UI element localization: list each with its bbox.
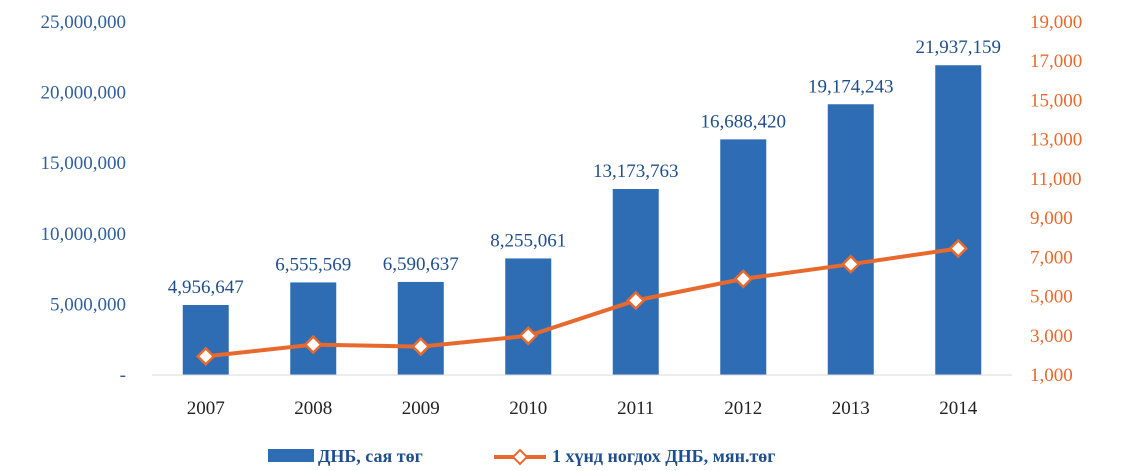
right-tick-label: 5,000 — [1030, 287, 1073, 308]
line-path — [205, 246, 959, 359]
line-point-2008 — [303, 334, 324, 355]
right-tick-label: 13,000 — [1030, 130, 1082, 151]
right-tick-label: 17,000 — [1030, 51, 1082, 72]
bar-2011 — [612, 188, 659, 375]
right-tick-label: 3,000 — [1030, 326, 1073, 347]
left-tick-label: 25,000,000 — [41, 12, 127, 33]
line-point-2011 — [625, 290, 646, 311]
bar-2008 — [290, 282, 337, 375]
x-tick-label-2010: 2010 — [509, 398, 547, 419]
line-point-2012 — [733, 269, 754, 289]
line-point-2007 — [195, 346, 216, 367]
right-tick-label: 1,000 — [1030, 365, 1073, 386]
x-tick-label-2007: 2007 — [187, 398, 225, 419]
bar-data-labels: 4,956,647 6,555,569 6,590,637 8,255,061 13,1… — [168, 37, 1001, 298]
x-tick-label-2011: 2011 — [617, 398, 654, 419]
legend-bar-swatch — [268, 449, 314, 462]
right-tick-label: 15,000 — [1030, 90, 1082, 111]
left-tick-label: 20,000,000 — [41, 83, 127, 104]
bar-label-2014: 21,937,159 — [916, 37, 1002, 58]
left-tick-label: 15,000,000 — [41, 153, 127, 174]
x-tick-label-2009: 2009 — [402, 398, 440, 419]
line-point-2013 — [840, 254, 861, 274]
bar-2010 — [505, 258, 552, 375]
x-tick-label-2008: 2008 — [294, 398, 332, 419]
left-tick-label: 10,000,000 — [41, 224, 127, 245]
bar-label-2012: 16,688,420 — [701, 111, 787, 132]
bar-2012 — [720, 139, 767, 375]
bar-label-2010: 8,255,061 — [490, 230, 566, 251]
bar-series — [182, 65, 982, 375]
bar-label-2008: 6,555,569 — [275, 254, 351, 275]
legend-line-label: 1 хүнд ногдох ДНБ, мян.төг — [552, 446, 775, 466]
left-tick-label: 5,000,000 — [50, 294, 126, 315]
x-tick-label-2013: 2013 — [832, 398, 870, 419]
bar-label-2011: 13,173,763 — [593, 161, 679, 182]
x-tick-label-2014: 2014 — [939, 398, 978, 419]
line-point-2014 — [948, 238, 969, 259]
right-tick-label: 9,000 — [1030, 208, 1073, 229]
bar-2014 — [935, 65, 982, 375]
bar-label-2009: 6,590,637 — [383, 254, 459, 275]
bar-label-2007: 4,956,647 — [168, 277, 244, 298]
line-series — [195, 238, 969, 367]
bar-label-2013: 19,174,243 — [808, 76, 894, 97]
line-point-2010 — [518, 326, 539, 346]
x-tick-label-2012: 2012 — [724, 398, 762, 419]
right-y-axis: 1,000 3,000 5,000 7,000 9,000 11,000 13,000 15,… — [1030, 12, 1082, 386]
right-tick-label: 11,000 — [1030, 169, 1082, 190]
left-y-axis: - 5,000,000 10,000,000 15,000,000 20,000,000… — [41, 12, 127, 386]
x-axis: 2007 2008 2009 2010 2011 2012 2013 2014 — [152, 374, 1012, 419]
bar-2009 — [397, 281, 444, 375]
left-tick-label: - — [120, 365, 126, 386]
legend-bar-label: ДНБ, сая төг — [318, 446, 423, 466]
line-point-2009 — [410, 336, 431, 357]
bar-2013 — [827, 104, 874, 375]
legend-line-marker — [511, 448, 529, 466]
right-tick-label: 19,000 — [1030, 12, 1082, 33]
legend: ДНБ, сая төг 1 хүнд ногдох ДНБ, мян.төг — [268, 446, 775, 466]
right-tick-label: 7,000 — [1030, 247, 1073, 268]
